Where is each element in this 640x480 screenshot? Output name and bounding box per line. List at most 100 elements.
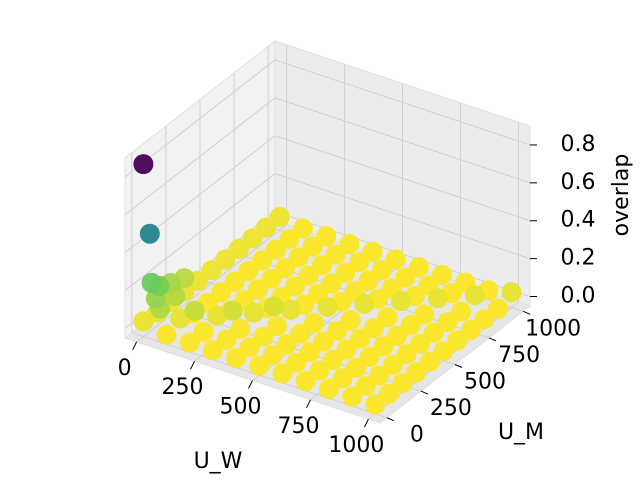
point: [133, 154, 154, 175]
point: [414, 304, 435, 325]
point: [253, 326, 274, 347]
point: [275, 258, 296, 279]
point: [410, 333, 431, 354]
point: [332, 368, 353, 389]
y-tick-label: 0: [410, 423, 424, 448]
point: [432, 264, 453, 285]
points: [133, 154, 522, 415]
grid-line: [124, 173, 276, 292]
point: [406, 362, 427, 383]
point: [216, 329, 237, 350]
x-tick-label: 250: [162, 375, 204, 400]
point: [184, 300, 205, 321]
point: [267, 316, 288, 337]
x-tick-label: 500: [220, 395, 262, 420]
tick-mark: [132, 341, 138, 351]
point: [359, 346, 380, 367]
point: [280, 299, 301, 320]
point: [224, 271, 245, 292]
point: [318, 378, 339, 399]
point: [427, 288, 448, 309]
point: [335, 262, 356, 283]
point: [292, 218, 313, 239]
point: [222, 300, 243, 321]
point: [392, 373, 413, 394]
point: [447, 330, 468, 351]
tick-mark: [306, 399, 311, 409]
point: [325, 244, 346, 265]
point: [295, 371, 316, 392]
z-tick-label: 0.2: [561, 246, 596, 271]
point: [387, 325, 408, 346]
point: [207, 305, 228, 326]
point: [365, 394, 386, 415]
point: [141, 272, 162, 293]
tick-mark: [454, 364, 463, 368]
tick-mark: [522, 310, 531, 315]
point: [256, 217, 277, 238]
point: [382, 354, 403, 375]
tick-mark: [488, 337, 497, 342]
point: [385, 249, 406, 270]
point: [202, 340, 223, 361]
x-axis-label: U_W: [194, 449, 243, 474]
point: [423, 322, 444, 343]
y-tick-label: 750: [498, 343, 540, 368]
point: [378, 383, 399, 404]
point: [230, 318, 251, 339]
point: [215, 249, 236, 270]
point: [193, 321, 214, 342]
point: [238, 260, 259, 281]
point: [302, 236, 323, 257]
point: [265, 239, 286, 260]
point: [419, 351, 440, 372]
point: [298, 265, 319, 286]
tick-mark: [386, 417, 395, 422]
point: [327, 320, 348, 341]
point: [316, 226, 337, 247]
panes: [123, 39, 537, 428]
point: [501, 282, 522, 303]
point: [377, 307, 398, 328]
point: [269, 206, 290, 227]
point: [437, 312, 458, 333]
point: [346, 357, 367, 378]
point: [342, 386, 363, 407]
point: [460, 319, 481, 340]
point: [226, 347, 247, 368]
point: [242, 228, 263, 249]
point: [249, 355, 270, 376]
x-tick-label: 0: [118, 356, 132, 381]
point: [243, 302, 264, 323]
point: [156, 324, 177, 345]
point: [252, 250, 273, 271]
tick-mark: [420, 390, 429, 395]
tick-mark: [363, 418, 369, 428]
point: [247, 279, 268, 300]
point: [133, 311, 154, 332]
point: [391, 291, 412, 312]
point: [369, 365, 390, 386]
point: [276, 334, 297, 355]
point: [211, 282, 232, 303]
point: [408, 257, 429, 278]
point: [288, 247, 309, 268]
point: [433, 341, 454, 362]
grid-line: [124, 97, 276, 216]
grid-line: [274, 97, 531, 184]
point: [286, 352, 307, 373]
point: [284, 276, 305, 297]
point: [309, 360, 330, 381]
z-axis-label: overlap: [609, 154, 634, 237]
z-tick-label: 0.8: [561, 132, 596, 157]
y-tick-label: 250: [430, 396, 472, 421]
point: [299, 342, 320, 363]
grid-line: [274, 59, 531, 146]
point: [317, 296, 338, 317]
tick-mark: [248, 380, 253, 389]
point: [348, 252, 369, 273]
point: [239, 337, 260, 358]
grid-line: [274, 135, 531, 222]
point: [272, 363, 293, 384]
